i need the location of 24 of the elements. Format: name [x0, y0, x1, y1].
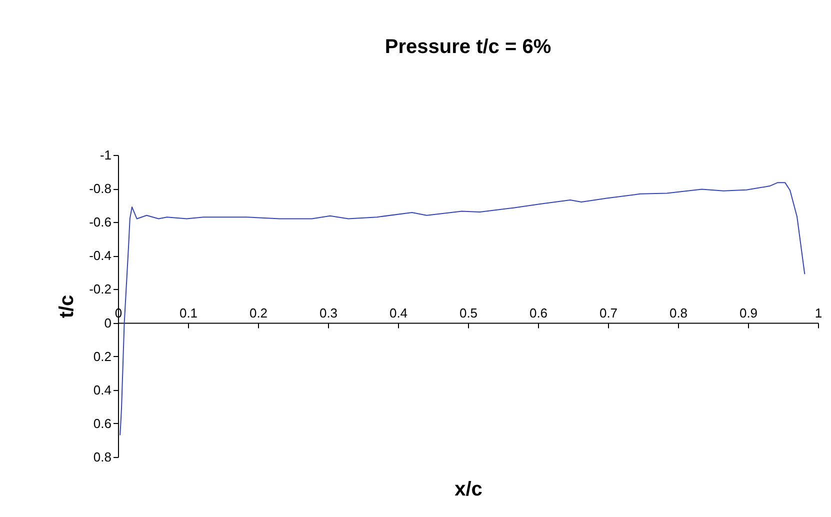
- y-axis-title: t/c: [56, 294, 78, 318]
- x-tick-label: 0.3: [319, 305, 338, 320]
- y-tick-label: 0.6: [93, 416, 112, 431]
- x-axis-title: x/c: [454, 478, 482, 500]
- y-tick-label: -0.6: [89, 214, 112, 230]
- y-tick-label: -0.4: [89, 248, 112, 264]
- x-tick-label: 0.5: [459, 305, 478, 320]
- chart-title: Pressure t/c = 6%: [384, 36, 552, 58]
- y-tick-label: -0.8: [89, 181, 112, 196]
- x-tick-label: 0.2: [249, 305, 268, 320]
- y-tick-label: 0.2: [93, 348, 112, 364]
- x-tick-label: 0.4: [389, 305, 408, 320]
- x-tick-label: 0.9: [739, 305, 758, 320]
- y-tick-label: -1: [100, 148, 112, 162]
- y-tick-label: 0: [104, 315, 112, 330]
- y-tick-label: -0.2: [89, 282, 112, 297]
- y-tick-label: 0.4: [93, 382, 112, 398]
- x-tick-label: 0.6: [529, 305, 548, 320]
- x-tick-label: 0.1: [179, 305, 198, 320]
- line-series: [120, 182, 806, 436]
- x-tick-label: 1: [814, 305, 822, 320]
- y-tick-label: 0.8: [93, 450, 112, 464]
- x-tick-label: 0.7: [599, 305, 618, 320]
- x-tick-label: 0.8: [669, 305, 688, 320]
